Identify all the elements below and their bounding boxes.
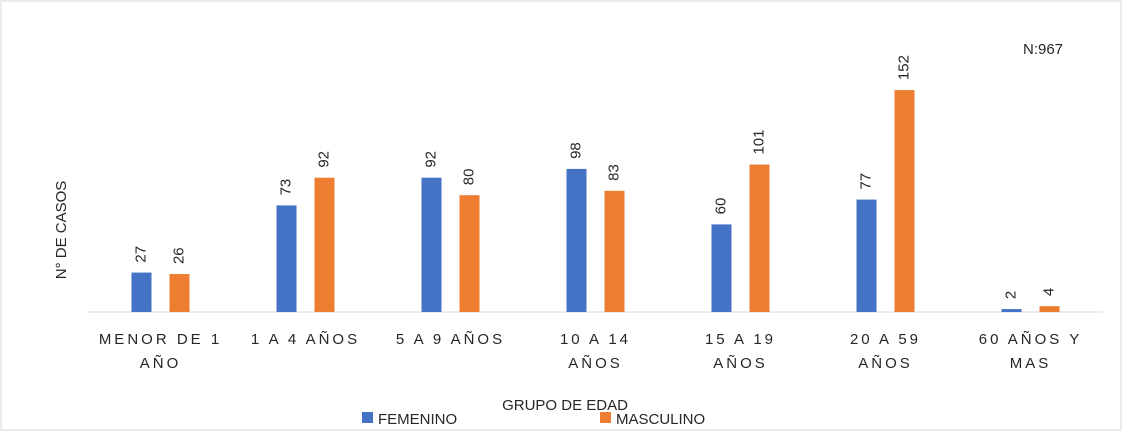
legend-label: MASCULINO: [616, 411, 705, 428]
legend-swatch: [600, 412, 611, 423]
bar: [749, 164, 770, 312]
legend-label: FEMENINO: [378, 411, 457, 428]
chart-frame: [0, 0, 1122, 431]
bar: [131, 272, 152, 312]
x-tick-label: 20 A 59 AÑOS: [850, 331, 921, 372]
value-label: 2: [1002, 291, 1019, 299]
bar: [169, 274, 190, 312]
bar: [894, 90, 915, 312]
value-label: 26: [170, 247, 187, 264]
bar: [604, 190, 625, 312]
x-tick-label: 1 A 4 AÑOS: [251, 331, 360, 348]
value-label: 92: [422, 151, 439, 168]
value-label: 83: [605, 164, 622, 181]
y-axis-title: N° DE CASOS: [53, 181, 70, 280]
value-label: 73: [277, 179, 294, 196]
bar: [1001, 309, 1022, 312]
bar: [856, 199, 877, 312]
x-tick-label: 10 A 14 AÑOS: [560, 331, 631, 372]
value-label: 152: [895, 55, 912, 80]
bar: [566, 168, 587, 312]
bar: [314, 177, 335, 312]
bar: [276, 205, 297, 312]
value-label: 98: [567, 142, 584, 159]
x-tick-label: 15 A 19 AÑOS: [705, 331, 776, 372]
value-label: 4: [1040, 288, 1057, 296]
value-label: 77: [857, 173, 874, 190]
value-label: 101: [750, 130, 767, 155]
value-label: 27: [132, 246, 149, 263]
value-label: 60: [712, 198, 729, 215]
bar: [711, 224, 732, 312]
x-tick-label: MENOR DE 1 AÑO: [99, 331, 222, 372]
bar: [459, 195, 480, 312]
x-tick-label: 5 A 9 AÑOS: [396, 331, 505, 348]
value-label: 80: [460, 169, 477, 186]
x-axis-title: GRUPO DE EDAD: [502, 397, 628, 414]
annotation: N:967: [1023, 41, 1063, 58]
legend-swatch: [362, 412, 373, 423]
value-label: 92: [315, 151, 332, 168]
bar: [421, 177, 442, 312]
bar: [1039, 306, 1060, 312]
x-tick-label: 60 AÑOS Y MAS: [979, 331, 1082, 372]
